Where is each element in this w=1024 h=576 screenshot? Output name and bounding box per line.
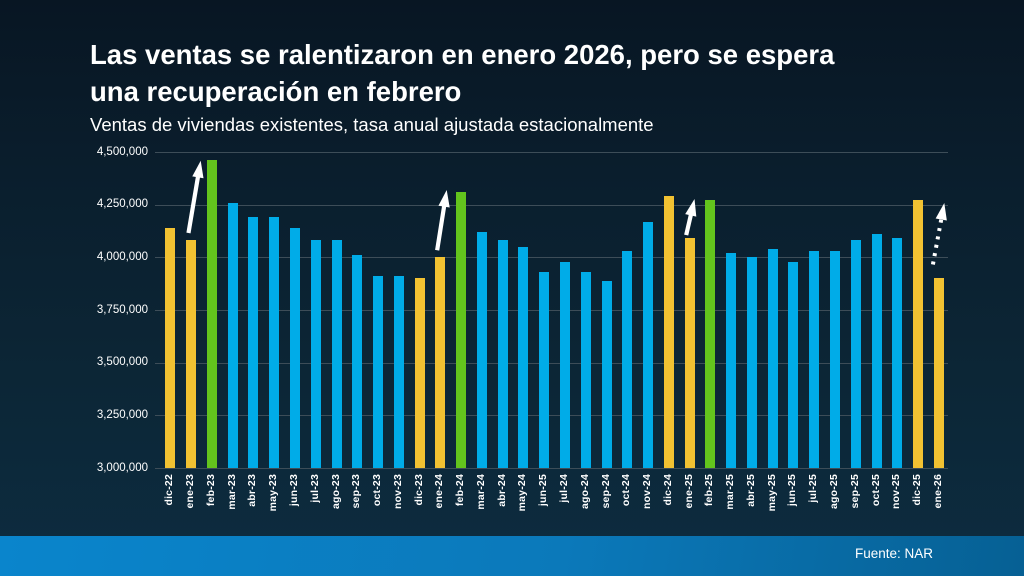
- x-axis-label-ene-26: ene-26: [931, 474, 944, 509]
- bar-mar-25: [726, 253, 737, 468]
- x-axis-label-oct-23: oct-23: [371, 474, 384, 507]
- x-axis-label-abr-24: abr-24: [495, 474, 508, 507]
- x-axis-label-mar-25: mar-25: [724, 474, 737, 510]
- x-axis-label-nov-24: nov-24: [641, 474, 654, 510]
- x-axis-label-feb-24: feb-24: [454, 474, 467, 507]
- bar-abr-24: [497, 240, 508, 468]
- bar-feb-23: [206, 160, 217, 468]
- bar-abr-23: [248, 217, 259, 468]
- bar-may-23: [269, 217, 280, 468]
- gridline: [155, 468, 948, 469]
- bar-oct-23: [373, 276, 384, 468]
- x-axis-label-jul-25: jul-25: [807, 474, 820, 503]
- gridline: [155, 415, 948, 417]
- bar-nov-23: [393, 276, 404, 468]
- x-axis-label-oct-24: oct-24: [620, 474, 633, 507]
- y-axis-label: 3,500,000: [96, 356, 148, 369]
- y-axis-label: 3,000,000: [96, 461, 148, 474]
- chart-subtitle: Ventas de viviendas existentes, tasa anu…: [90, 114, 654, 135]
- bar-jun-25: [788, 261, 799, 468]
- x-axis-label-feb-23: feb-23: [204, 474, 217, 507]
- y-axis-label: 3,750,000: [96, 303, 148, 316]
- x-axis-label-mar-24: mar-24: [474, 474, 487, 510]
- bar-ene-26: [933, 278, 944, 468]
- bar-ene-24: [435, 257, 446, 468]
- x-axis-label-abr-23: abr-23: [246, 474, 259, 507]
- x-axis-label-feb-25: feb-25: [703, 474, 716, 507]
- bar-jul-23: [310, 240, 321, 468]
- x-axis-label-ene-25: ene-25: [682, 474, 695, 509]
- bar-jul-25: [809, 251, 820, 468]
- x-axis-label-sep-25: sep-25: [848, 474, 861, 509]
- bar-mar-24: [476, 232, 487, 468]
- source-label: Fuente: NAR: [854, 546, 933, 561]
- bar-sep-23: [352, 255, 363, 468]
- gridline: [155, 362, 948, 364]
- bar-oct-24: [622, 251, 633, 468]
- x-axis-label-sep-23: sep-23: [350, 474, 363, 509]
- x-axis-label-nov-23: nov-23: [391, 474, 404, 510]
- bar-nov-24: [643, 221, 654, 468]
- bar-mar-23: [227, 202, 238, 468]
- bar-jun-25: [539, 272, 550, 468]
- x-axis-label-jun-25: jun-25: [786, 474, 799, 507]
- x-axis-label-ago-25: ago-25: [828, 474, 841, 510]
- x-axis-label-dic-22: dic-22: [163, 474, 176, 506]
- bar-ago-24: [580, 272, 591, 468]
- gridline: [155, 152, 948, 153]
- x-axis-label-dic-25: dic-25: [911, 474, 924, 506]
- gridline: [155, 204, 948, 206]
- x-axis-label-nov-25: nov-25: [890, 474, 903, 510]
- gridline: [155, 310, 948, 311]
- bar-feb-25: [705, 200, 716, 468]
- bar-nov-25: [892, 238, 903, 468]
- x-axis-label-dic-24: dic-24: [661, 474, 674, 506]
- x-axis-label-ene-24: ene-24: [433, 474, 446, 509]
- x-axis-label-sep-24: sep-24: [599, 474, 612, 509]
- footer-bar: Fuente: NAR: [0, 536, 1024, 576]
- bar-jun-23: [290, 227, 300, 468]
- gridline: [155, 257, 948, 259]
- bar-abr-25: [746, 257, 757, 468]
- x-axis-label-jul-24: jul-24: [558, 474, 570, 503]
- x-axis-label-may-23: may-23: [267, 474, 280, 512]
- x-axis-label-mar-23: mar-23: [225, 474, 238, 510]
- bar-ago-23: [331, 240, 342, 468]
- x-axis-label-abr-25: abr-25: [744, 474, 757, 507]
- x-axis-label-ago-24: ago-24: [578, 474, 591, 510]
- y-axis-label: 3,250,000: [96, 408, 148, 421]
- x-axis-label-ago-23: ago-23: [329, 474, 342, 510]
- x-axis-label-may-25: may-25: [765, 474, 778, 512]
- x-axis-label-jun-23: jun-23: [288, 474, 300, 507]
- bar-jul-24: [560, 261, 570, 468]
- bar-dic-25: [913, 200, 924, 468]
- x-axis-label-ene-23: ene-23: [184, 474, 197, 509]
- bar-may-25: [767, 248, 778, 468]
- bar-dic-22: [165, 227, 176, 468]
- bar-sep-25: [850, 240, 861, 468]
- bar-ago-25: [830, 251, 841, 468]
- x-axis-label-jul-23: jul-23: [308, 474, 321, 503]
- y-axis-label: 4,250,000: [96, 198, 148, 211]
- bar-dic-24: [663, 196, 674, 468]
- x-axis-label-may-24: may-24: [516, 474, 529, 512]
- x-axis-label-jun-25: jun-25: [537, 474, 550, 507]
- bar-may-24: [518, 246, 529, 468]
- page-title: Las ventas se ralentizaron en enero 2026…: [90, 36, 970, 110]
- bar-dic-23: [414, 278, 425, 468]
- bar-ene-23: [186, 240, 197, 468]
- bar-ene-25: [684, 238, 695, 468]
- bar-oct-25: [871, 234, 882, 468]
- x-axis-label-oct-25: oct-25: [869, 474, 882, 507]
- y-axis-label: 4,000,000: [96, 250, 148, 263]
- x-axis-label-dic-23: dic-23: [412, 474, 425, 506]
- bar-feb-24: [456, 192, 467, 468]
- title-line-1: Las ventas se ralentizaron en enero 2026…: [90, 39, 835, 70]
- bar-sep-24: [601, 280, 612, 468]
- title-line-2: una recuperación en febrero: [90, 76, 462, 107]
- y-axis-label: 4,500,000: [96, 145, 148, 158]
